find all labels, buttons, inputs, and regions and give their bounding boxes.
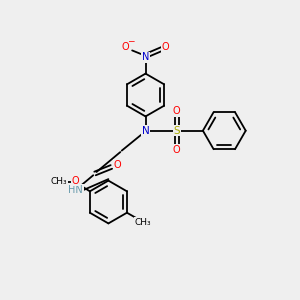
Text: −: − bbox=[127, 36, 134, 45]
Text: N: N bbox=[142, 126, 149, 136]
Text: HN: HN bbox=[68, 185, 83, 195]
Text: O: O bbox=[173, 145, 181, 155]
Text: S: S bbox=[173, 126, 180, 136]
Text: O: O bbox=[162, 43, 169, 52]
Text: O: O bbox=[122, 43, 129, 52]
Text: O: O bbox=[113, 160, 121, 170]
Text: CH₃: CH₃ bbox=[50, 177, 67, 186]
Text: N: N bbox=[142, 52, 149, 62]
Text: O: O bbox=[173, 106, 181, 116]
Text: O: O bbox=[71, 176, 79, 186]
Text: CH₃: CH₃ bbox=[134, 218, 151, 227]
